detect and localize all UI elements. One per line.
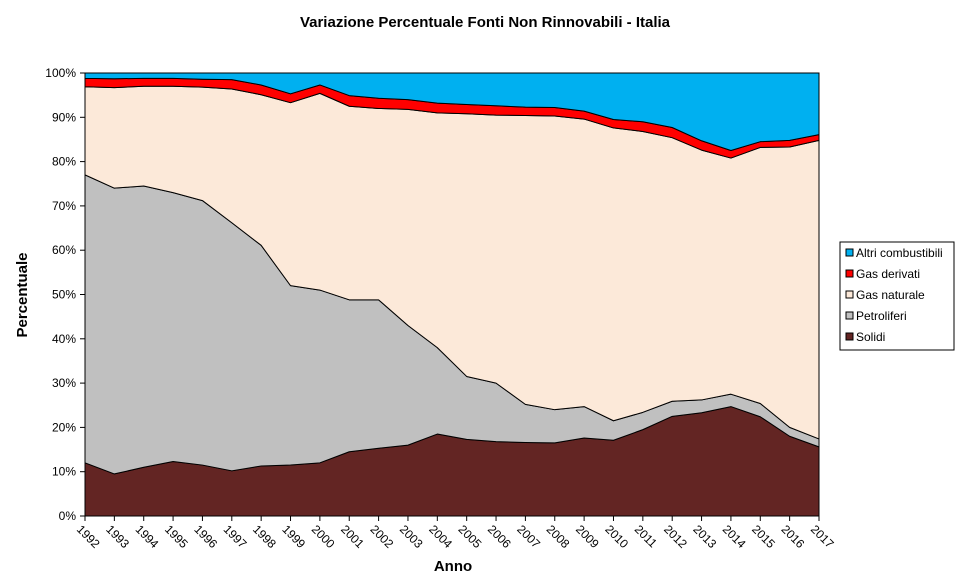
legend-swatch [845, 290, 854, 299]
series-areas [84, 72, 820, 517]
x-tick-label: 2009 [573, 522, 602, 551]
plot-border [84, 72, 820, 517]
x-axis-title: Anno [434, 558, 472, 575]
x-tick-label: 2013 [690, 522, 719, 551]
y-tick-label: 80% [52, 155, 76, 169]
x-tick-label: 2014 [720, 522, 749, 551]
y-tick-label: 50% [52, 288, 76, 302]
y-tick-label: 40% [52, 332, 76, 346]
legend-box [839, 241, 955, 351]
y-tick-label: 70% [52, 199, 76, 213]
y-axis-title: Percentuale [14, 252, 31, 337]
x-tick-label: 2016 [779, 522, 808, 551]
x-tick-label: 1992 [74, 522, 103, 551]
legend: Altri combustibili Gas derivati Gas natura… [839, 241, 955, 351]
x-tick-label: 1997 [221, 522, 250, 551]
x-tick-label: 2004 [426, 522, 455, 551]
x-tick-label: 2001 [338, 522, 367, 551]
x-tick-label: 2017 [808, 522, 837, 551]
legend-label: Altri combustibili [856, 246, 943, 260]
x-tick-label: 1994 [133, 522, 162, 551]
y-tick-label: 30% [52, 376, 76, 390]
x-tick-label: 2010 [602, 522, 631, 551]
x-tick-label: 1995 [162, 522, 191, 551]
x-tick-label: 2005 [456, 522, 485, 551]
x-tick-label: 2015 [749, 522, 778, 551]
chart-title: Variazione Percentuale Fonti Non Rinnova… [300, 14, 671, 31]
x-tick-label: 2011 [632, 522, 660, 550]
legend-label: Solidi [856, 330, 885, 344]
x-tick-label: 2007 [514, 522, 543, 551]
legend-label: Gas derivati [856, 267, 920, 281]
x-tick-label: 2003 [397, 522, 426, 551]
y-tick-label: 20% [52, 420, 76, 434]
legend-label: Petroliferi [856, 309, 907, 323]
x-tick-label: 2012 [661, 522, 690, 551]
x-tick-label: 1996 [191, 522, 220, 551]
x-tick-label: 1999 [279, 522, 308, 551]
legend-swatch [845, 332, 854, 341]
y-tick-label: 100% [45, 66, 76, 80]
x-tick-label: 2002 [367, 522, 396, 551]
y-tick-label: 0% [59, 509, 77, 523]
y-axis: 0% 10% 20% 30% 40% 50% 60% 70% 80% 90% 100% [45, 66, 85, 523]
x-tick-label: 2008 [544, 522, 573, 551]
y-tick-label: 90% [52, 110, 76, 124]
x-tick-label: 1998 [250, 522, 279, 551]
x-axis: 1992 1993 1994 1995 1996 1997 1998 1999 2000 2001… [74, 516, 837, 551]
y-tick-label: 60% [52, 243, 76, 257]
x-tick-label: 2000 [309, 522, 338, 551]
y-tick-label: 10% [52, 465, 76, 479]
x-tick-label: 1993 [103, 522, 132, 551]
legend-swatch [845, 248, 854, 257]
x-tick-label: 2006 [485, 522, 514, 551]
legend-swatch [845, 311, 854, 320]
legend-label: Gas naturale [856, 288, 925, 302]
legend-swatch [845, 269, 854, 278]
